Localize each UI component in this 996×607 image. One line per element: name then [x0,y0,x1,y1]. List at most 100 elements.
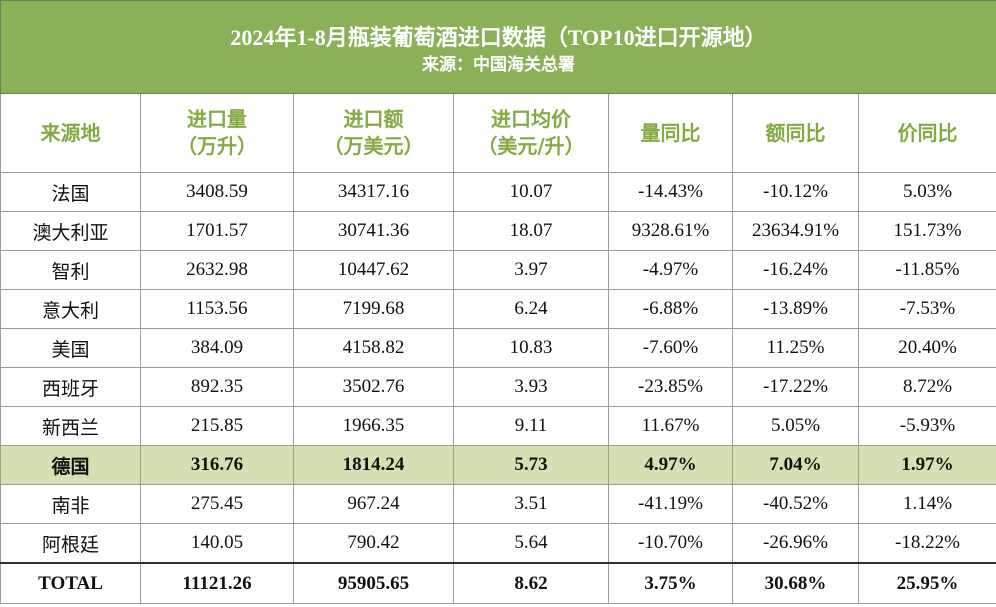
header-price-yoy: 价同比 [857,93,996,173]
volume-cell: 384.09 [140,328,294,368]
value-cell: 4158.82 [293,328,454,368]
total-value-cell: 95905.65 [293,562,454,604]
table-row: 意大利 1153.56 7199.68 6.24 -6.88% -13.89% … [0,289,996,329]
header-volume: 进口量 （万升） [140,93,294,173]
total-price-yoy-cell: 25.95% [857,562,996,604]
volume-cell: 892.35 [140,367,294,407]
price-cell: 5.64 [453,523,609,564]
value-cell: 1814.24 [293,445,454,485]
total-volume-cell: 11121.26 [140,562,294,604]
header-price-unit: （美元/升） [477,134,585,158]
price-cell: 3.93 [453,367,609,407]
volume-cell: 3408.59 [140,172,294,212]
origin-cell: 新西兰 [0,406,141,446]
price-cell: 10.07 [453,172,609,212]
volume-cell: 1701.57 [140,211,294,251]
total-row: TOTAL 11121.26 95905.65 8.62 3.75% 30.68… [0,562,996,604]
origin-cell: 德国 [0,445,141,485]
header-value: 进口额 （万美元） [293,93,454,173]
header-price-yoy-label: 价同比 [897,120,958,145]
header-volume-yoy-label: 量同比 [640,120,701,145]
header-row: 来源地 进口量 （万升） 进口额 （万美元） 进口均价 （美元/升） 量同比 额同比 … [0,93,996,173]
value-cell: 34317.16 [293,172,454,212]
price-cell: 9.11 [453,406,609,446]
price-yoy-cell: -5.93% [857,406,996,446]
value-cell: 1966.35 [293,406,454,446]
origin-cell: 阿根廷 [0,523,141,564]
value-cell: 7199.68 [293,289,454,329]
value-yoy-cell: 7.04% [732,445,859,485]
value-cell: 967.24 [293,484,454,524]
price-cell: 3.97 [453,250,609,290]
value-cell: 790.42 [293,523,454,564]
value-yoy-cell: -40.52% [732,484,859,524]
origin-cell: 法国 [0,172,141,212]
origin-cell: 意大利 [0,289,141,329]
value-yoy-cell: -10.12% [732,172,859,212]
volume-cell: 275.45 [140,484,294,524]
price-yoy-cell: -7.53% [857,289,996,329]
total-volume-yoy-cell: 3.75% [608,562,733,604]
origin-cell: 澳大利亚 [0,211,141,251]
volume-yoy-cell: -41.19% [608,484,733,524]
total-label-cell: TOTAL [0,562,141,604]
header-volume-label: 进口量 [187,107,247,131]
price-cell: 3.51 [453,484,609,524]
table-row: 美国 384.09 4158.82 10.83 -7.60% 11.25% 20… [0,328,996,368]
volume-yoy-cell: 4.97% [608,445,733,485]
value-cell: 3502.76 [293,367,454,407]
header-origin-label: 来源地 [40,120,101,145]
table-row-highlighted: 德国 316.76 1814.24 5.73 4.97% 7.04% 1.97% [0,445,996,485]
origin-cell: 智利 [0,250,141,290]
price-yoy-cell: 20.40% [857,328,996,368]
header-value-yoy-label: 额同比 [765,120,826,145]
value-yoy-cell: 5.05% [732,406,859,446]
table-row: 南非 275.45 967.24 3.51 -41.19% -40.52% 1.… [0,484,996,524]
value-yoy-cell: -13.89% [732,289,859,329]
price-cell: 10.83 [453,328,609,368]
value-yoy-cell: -16.24% [732,250,859,290]
value-yoy-cell: 23634.91% [732,211,859,251]
price-yoy-cell: -18.22% [857,523,996,564]
volume-yoy-cell: -23.85% [608,367,733,407]
price-yoy-cell: 151.73% [857,211,996,251]
price-cell: 18.07 [453,211,609,251]
volume-cell: 316.76 [140,445,294,485]
value-yoy-cell: -17.22% [732,367,859,407]
origin-cell: 南非 [0,484,141,524]
volume-yoy-cell: -14.43% [608,172,733,212]
header-value-unit: （万美元） [323,134,424,158]
value-cell: 30741.36 [293,211,454,251]
header-volume-unit: （万升） [177,134,257,158]
header-volume-yoy: 量同比 [608,93,733,173]
table-title: 2024年1-8月瓶装葡萄酒进口数据（TOP10进口开源地） [230,25,767,50]
title-row: 2024年1-8月瓶装葡萄酒进口数据（TOP10进口开源地） 来源：中国海关总署 [0,0,996,94]
table-title-banner: 2024年1-8月瓶装葡萄酒进口数据（TOP10进口开源地） 来源：中国海关总署 [0,0,996,94]
table-row: 澳大利亚 1701.57 30741.36 18.07 9328.61% 236… [0,211,996,251]
header-value-yoy: 额同比 [732,93,859,173]
total-price-cell: 8.62 [453,562,609,604]
price-yoy-cell: 1.14% [857,484,996,524]
volume-cell: 140.05 [140,523,294,564]
volume-yoy-cell: -6.88% [608,289,733,329]
volume-yoy-cell: 9328.61% [608,211,733,251]
volume-cell: 215.85 [140,406,294,446]
total-value-yoy-cell: 30.68% [732,562,859,604]
origin-cell: 美国 [0,328,141,368]
price-yoy-cell: -11.85% [857,250,996,290]
table-row: 阿根廷 140.05 790.42 5.64 -10.70% -26.96% -… [0,523,996,564]
header-price-label: 进口均价 [491,107,571,131]
value-yoy-cell: 11.25% [732,328,859,368]
volume-cell: 1153.56 [140,289,294,329]
header-value-label: 进口额 [343,107,404,131]
price-yoy-cell: 5.03% [857,172,996,212]
price-cell: 5.73 [453,445,609,485]
table-row: 新西兰 215.85 1966.35 9.11 11.67% 5.05% -5.… [0,406,996,446]
value-cell: 10447.62 [293,250,454,290]
volume-yoy-cell: 11.67% [608,406,733,446]
table-row: 法国 3408.59 34317.16 10.07 -14.43% -10.12… [0,172,996,212]
table-subtitle: 来源：中国海关总署 [422,55,575,74]
header-price: 进口均价 （美元/升） [453,93,609,173]
